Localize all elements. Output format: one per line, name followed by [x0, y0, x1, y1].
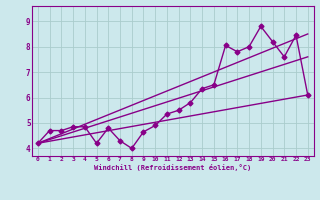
X-axis label: Windchill (Refroidissement éolien,°C): Windchill (Refroidissement éolien,°C) — [94, 164, 252, 171]
